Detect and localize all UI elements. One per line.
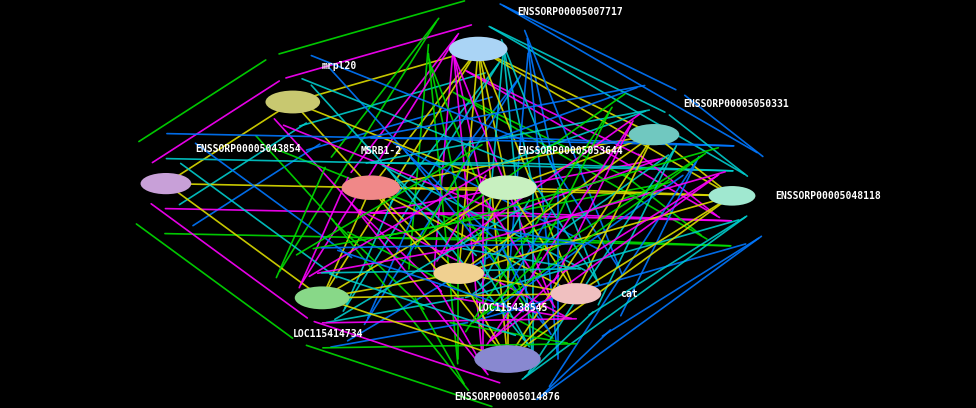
Circle shape	[629, 124, 679, 145]
Circle shape	[709, 186, 755, 206]
Text: ENSSORP00005048118: ENSSORP00005048118	[775, 191, 880, 201]
Circle shape	[295, 286, 349, 309]
Text: ENSSORP00005007717: ENSSORP00005007717	[517, 7, 623, 17]
Circle shape	[478, 175, 537, 200]
Circle shape	[550, 283, 601, 304]
Circle shape	[265, 91, 320, 113]
Circle shape	[342, 175, 400, 200]
Text: MSRB1-2: MSRB1-2	[361, 146, 402, 156]
Text: ENSSORP00005050331: ENSSORP00005050331	[683, 99, 789, 109]
Text: cat: cat	[621, 289, 638, 299]
Circle shape	[474, 345, 541, 373]
Text: LOC115438545: LOC115438545	[478, 304, 549, 313]
Circle shape	[449, 37, 508, 61]
Text: mrpl20: mrpl20	[322, 61, 357, 71]
Text: ENSSORP00005043854: ENSSORP00005043854	[195, 144, 301, 153]
Text: LOC115414734: LOC115414734	[293, 329, 363, 339]
Text: ENSSORP00005014876: ENSSORP00005014876	[455, 392, 560, 402]
Text: ENSSORP00005053644: ENSSORP00005053644	[517, 146, 623, 156]
Circle shape	[141, 173, 191, 194]
Circle shape	[433, 263, 484, 284]
